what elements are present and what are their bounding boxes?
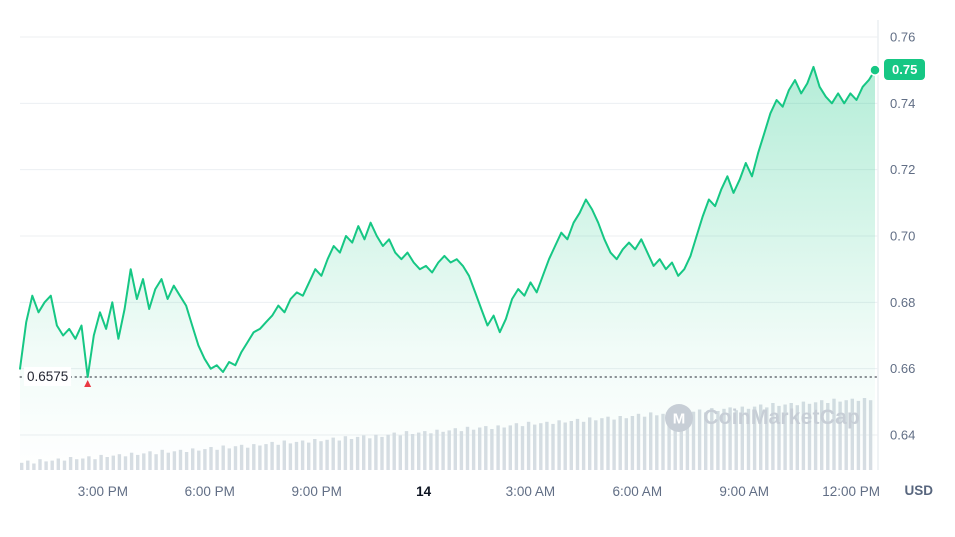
price-area-fill <box>20 66 875 471</box>
y-axis-label: 0.68 <box>890 295 915 310</box>
x-axis-label: 6:00 PM <box>185 484 235 499</box>
low-point-marker-icon <box>84 379 92 387</box>
y-axis-label: 0.70 <box>890 229 915 244</box>
coinmarketcap-watermark: M CoinMarketCap <box>664 403 860 433</box>
y-axis-label: 0.74 <box>890 96 915 111</box>
y-axis-label: 0.76 <box>890 30 915 45</box>
x-axis-label: 9:00 AM <box>719 484 769 499</box>
y-axis-label: 0.64 <box>890 428 915 443</box>
x-axis-label: 12:00 PM <box>822 484 880 499</box>
y-axis-label: 0.72 <box>890 162 915 177</box>
x-axis-label: 3:00 PM <box>78 484 128 499</box>
svg-text:M: M <box>673 411 686 428</box>
x-axis-label: 14 <box>416 484 432 499</box>
currency-unit-label: USD <box>904 483 933 498</box>
current-price-badge: 0.75 <box>884 59 926 81</box>
x-axis-label: 6:00 AM <box>613 484 663 499</box>
price-line <box>19 65 876 378</box>
low-price-annotation: 0.6575 <box>24 366 72 386</box>
watermark-text: CoinMarketCap <box>703 406 860 429</box>
coinmarketcap-logo-icon: M <box>665 404 694 432</box>
latest-price-dot <box>869 64 881 76</box>
x-axis-label: 9:00 PM <box>292 484 342 499</box>
y-axis-label: 0.66 <box>890 361 915 376</box>
x-axis-label: 3:00 AM <box>506 484 556 499</box>
